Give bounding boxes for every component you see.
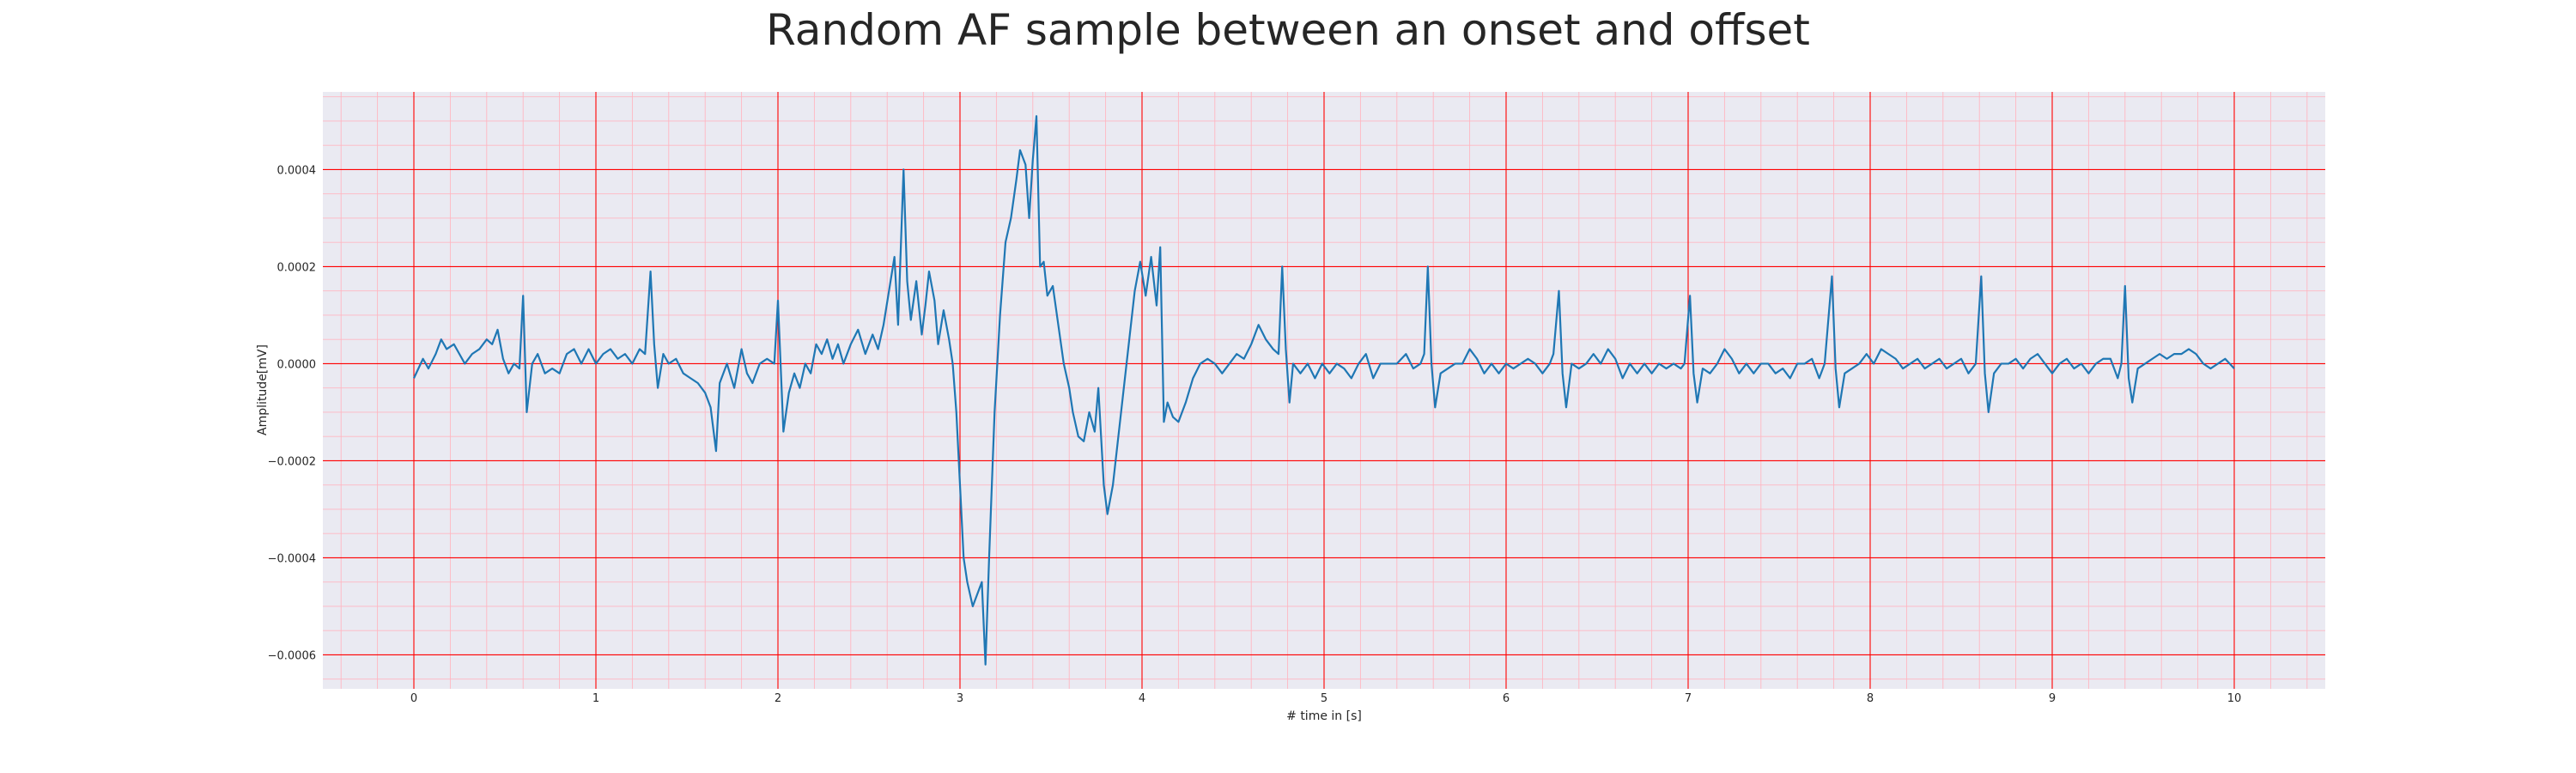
x-axis-label: # time in [s] xyxy=(1286,709,1362,723)
x-tick-label: 3 xyxy=(957,692,963,705)
y-tick-label: −0.0006 xyxy=(268,649,316,662)
x-tick-label: 0 xyxy=(410,692,417,705)
x-tick-label: 7 xyxy=(1685,692,1692,705)
series-line xyxy=(413,115,2235,666)
y-tick-labels: 0.0004 0.0002 0.0000 −0.0002 −0.0004 −0.0006 xyxy=(268,164,316,662)
x-tick-label: 1 xyxy=(592,692,599,705)
x-tick-label: 10 xyxy=(2227,692,2242,705)
y-tick-label: 0.0004 xyxy=(277,164,317,177)
y-axis-label: Amplitude[mV] xyxy=(256,344,270,435)
x-tick-label: 4 xyxy=(1139,692,1145,705)
x-tick-label: 6 xyxy=(1503,692,1510,705)
chart-title: Random AF sample between an onset and of… xyxy=(766,5,1810,55)
y-tick-label: −0.0002 xyxy=(268,455,316,468)
x-tick-label: 5 xyxy=(1321,692,1327,705)
x-tick-labels: 0 1 2 3 4 5 6 7 8 9 10 xyxy=(410,692,2241,705)
y-tick-label: −0.0004 xyxy=(268,552,316,565)
x-tick-label: 9 xyxy=(2049,692,2056,705)
y-tick-label: 0.0000 xyxy=(277,358,317,371)
y-tick-label: 0.0002 xyxy=(277,261,317,274)
x-tick-label: 8 xyxy=(1867,692,1874,705)
x-tick-label: 2 xyxy=(775,692,781,705)
